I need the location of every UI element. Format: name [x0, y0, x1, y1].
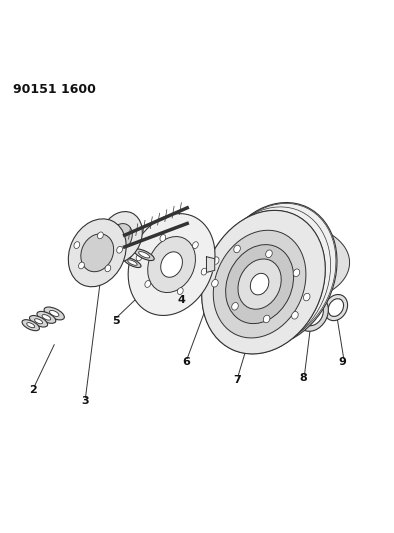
Ellipse shape	[35, 319, 43, 324]
Ellipse shape	[201, 268, 207, 275]
Ellipse shape	[303, 293, 310, 301]
Ellipse shape	[139, 252, 150, 258]
Ellipse shape	[27, 322, 35, 328]
Ellipse shape	[226, 245, 294, 324]
Ellipse shape	[74, 241, 80, 248]
Ellipse shape	[301, 301, 323, 326]
Ellipse shape	[30, 316, 48, 327]
Text: 6: 6	[182, 357, 190, 367]
Ellipse shape	[161, 252, 182, 277]
Ellipse shape	[81, 234, 113, 272]
Ellipse shape	[202, 211, 325, 354]
Ellipse shape	[42, 314, 51, 320]
Ellipse shape	[160, 235, 166, 241]
Ellipse shape	[266, 250, 272, 257]
Text: 2: 2	[30, 385, 37, 395]
Ellipse shape	[328, 298, 344, 317]
Text: 8: 8	[299, 373, 307, 383]
Ellipse shape	[263, 315, 270, 323]
Ellipse shape	[99, 212, 142, 263]
Ellipse shape	[128, 214, 215, 316]
Ellipse shape	[238, 259, 281, 309]
Ellipse shape	[213, 230, 306, 338]
Text: 5: 5	[112, 316, 119, 326]
Ellipse shape	[134, 249, 154, 261]
Ellipse shape	[68, 219, 126, 287]
Ellipse shape	[97, 232, 103, 239]
Ellipse shape	[250, 273, 269, 295]
Ellipse shape	[148, 237, 195, 293]
Text: 3: 3	[81, 397, 89, 407]
Ellipse shape	[145, 280, 151, 287]
Ellipse shape	[212, 279, 218, 287]
Ellipse shape	[232, 303, 238, 310]
Ellipse shape	[37, 311, 56, 324]
Polygon shape	[206, 257, 215, 272]
Ellipse shape	[292, 311, 298, 319]
Text: 4: 4	[177, 295, 185, 305]
Ellipse shape	[214, 203, 337, 346]
Ellipse shape	[50, 310, 59, 317]
Ellipse shape	[324, 295, 348, 321]
Polygon shape	[243, 224, 349, 319]
Ellipse shape	[293, 269, 300, 277]
Ellipse shape	[128, 260, 137, 265]
Ellipse shape	[212, 257, 219, 264]
Ellipse shape	[44, 307, 64, 320]
Ellipse shape	[177, 288, 183, 294]
Ellipse shape	[109, 223, 132, 251]
Ellipse shape	[234, 245, 240, 253]
Ellipse shape	[105, 265, 111, 272]
Ellipse shape	[136, 254, 142, 261]
Text: 90151 1600: 90151 1600	[13, 83, 96, 95]
Ellipse shape	[22, 320, 39, 330]
Text: 9: 9	[338, 357, 346, 367]
Ellipse shape	[193, 242, 198, 248]
Ellipse shape	[117, 246, 123, 253]
Ellipse shape	[296, 296, 328, 332]
Ellipse shape	[124, 257, 141, 268]
Ellipse shape	[78, 262, 84, 269]
Text: 7: 7	[233, 375, 241, 385]
